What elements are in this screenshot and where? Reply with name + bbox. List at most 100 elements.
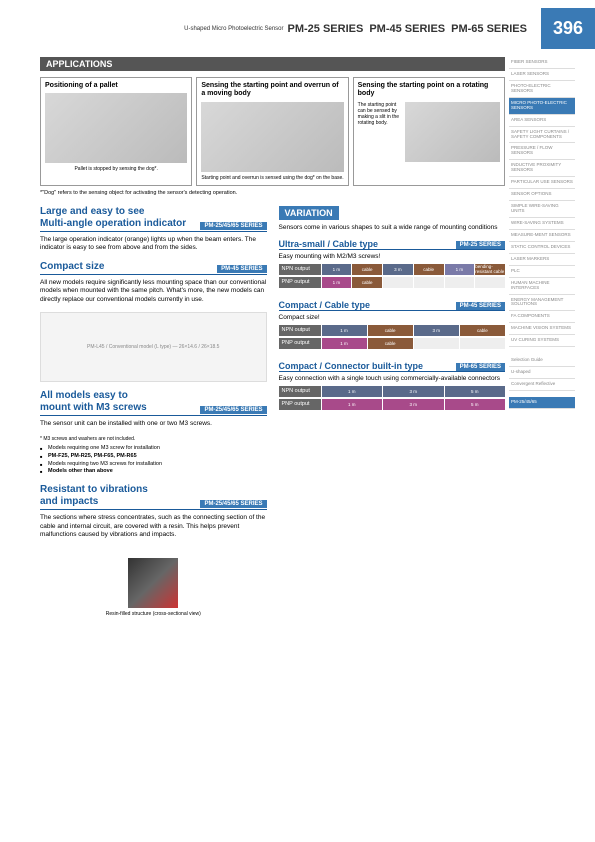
feature-1-text: All new models require significantly les… (40, 279, 267, 304)
app-title-1: Sensing the starting point and overrun o… (201, 82, 343, 99)
product-name: U-shaped Micro Photoelectric Sensor (184, 26, 283, 32)
output-cell: 3 m (383, 399, 444, 410)
sidebar-item-19[interactable]: MACHINE VISION SYSTEMS (509, 323, 575, 335)
right-column: VARIATION Sensors come in various shapes… (279, 206, 506, 628)
output-label: NPN output (279, 386, 321, 397)
var-sub-0: Easy mounting with M2/M3 screws! (279, 253, 506, 260)
app-caption-0: Pallet is stopped by sensing the dog*. (45, 166, 187, 172)
variation-header: VARIATION (279, 206, 339, 220)
sidebar-item-1[interactable]: LASER SENSORS (509, 69, 575, 81)
app-caption-1: Starting point and overrun is sensed usi… (201, 175, 343, 181)
output-cell: cable (414, 264, 444, 275)
applications-footnote: *"Dog" refers to the sensing object for … (40, 190, 505, 196)
sidebar-item-13[interactable]: STATIC CONTROL DEVICES (509, 242, 575, 254)
output-cell: 1 m (322, 338, 367, 349)
feature-1-badge: PM-45 SERIES (217, 265, 266, 273)
feature-1-title: Compact size (40, 261, 104, 273)
output-label: PNP output (279, 399, 321, 410)
app-diagram-1 (201, 102, 343, 172)
app-title-2: Sensing the starting point on a rotating… (358, 82, 500, 99)
output-cell: 1 m (445, 264, 475, 275)
output-cell (460, 338, 505, 349)
output-cell (445, 277, 475, 288)
output-cell: 1 m (322, 325, 367, 336)
variation-intro: Sensors come in various shapes to suit a… (279, 224, 506, 231)
output-row-0-0: NPN output1 mcable3 mcable1 mbending-res… (279, 264, 506, 275)
app-title-0: Positioning of a pallet (45, 82, 187, 90)
feature-0-title: Large and easy to see Multi-angle operat… (40, 206, 186, 230)
output-cell: 1 m (322, 399, 383, 410)
app-box-2: Sensing the starting point on a rotating… (353, 77, 505, 186)
output-cell: 5 m (445, 386, 506, 397)
output-cell: cable (352, 277, 382, 288)
output-cell (475, 277, 505, 288)
sidebar-item-12[interactable]: MEASURE-MENT SENSORS (509, 230, 575, 242)
var-badge-1: PM-45 SERIES (456, 302, 505, 310)
sidebar-item-3[interactable]: MICRO PHOTO-ELECTRIC SENSORS (509, 98, 575, 115)
series-1: PM-45 SERIES (369, 23, 445, 35)
sidebar-item-10[interactable]: SIMPLE WIRE-SAVING UNITS (509, 201, 575, 218)
output-cell: 1 m (322, 277, 352, 288)
var-title-1: Compact / Cable type (279, 300, 371, 310)
output-cell (414, 277, 444, 288)
output-cell: 3 m (383, 386, 444, 397)
feature-2-bullets: Models requiring one M3 screw for instal… (40, 445, 267, 476)
output-cell (383, 277, 413, 288)
app-box-1: Sensing the starting point and overrun o… (196, 77, 348, 186)
page-number: 396 (541, 8, 595, 49)
output-cell: 1 m (322, 264, 352, 275)
sidebar-item-8[interactable]: PARTICULAR USE SENSORS (509, 177, 575, 189)
var-sub-1: Compact size! (279, 314, 506, 321)
output-label: NPN output (279, 325, 321, 336)
app-diagram-0 (45, 93, 187, 163)
sidebar-item-0[interactable]: FIBER SENSORS (509, 57, 575, 69)
series-0: PM-25 SERIES (288, 23, 364, 35)
output-cell: 5 m (445, 399, 506, 410)
var-badge-0: PM-25 SERIES (456, 241, 505, 249)
category-sidebar: FIBER SENSORSLASER SENSORSPHOTO-ELECTRIC… (505, 57, 575, 627)
output-cell: cable (352, 264, 382, 275)
sidebar-item-9[interactable]: SENSOR OPTIONS (509, 189, 575, 201)
output-cell: bending-resistant cable (475, 264, 505, 275)
sidebar-item-7[interactable]: INDUCTIVE PROXIMITY SENSORS (509, 160, 575, 177)
feature-3-title: Resistant to vibrations and impacts (40, 484, 148, 508)
var-sub-2: Easy connection with a single touch usin… (279, 375, 506, 382)
feature-0-badge: PM-25/45/65 SERIES (200, 222, 266, 230)
sidebar-bottom-0: Selection Guide (509, 355, 575, 367)
feature-2-text: The sensor unit can be installed with on… (40, 420, 267, 428)
output-row-0-1: PNP output1 mcable (279, 277, 506, 288)
var-title-0: Ultra-small / Cable type (279, 239, 379, 249)
sidebar-item-6[interactable]: PRESSURE / FLOW SENSORS (509, 143, 575, 160)
sidebar-item-4[interactable]: AREA SENSORS (509, 115, 575, 127)
output-cell (414, 338, 459, 349)
sidebar-item-2[interactable]: PHOTO-ELECTRIC SENSORS (509, 81, 575, 98)
output-cell: 3 m (414, 325, 459, 336)
sidebar-item-15[interactable]: PLC (509, 266, 575, 278)
feature-3-badge: PM-25/45/65 SERIES (200, 500, 266, 508)
output-cell: 3 m (383, 264, 413, 275)
output-cell: 1 m (322, 386, 383, 397)
left-column: Large and easy to see Multi-angle operat… (40, 206, 267, 628)
sidebar-item-5[interactable]: SAFETY LIGHT CURTAINS / SAFETY COMPONENT… (509, 127, 575, 144)
output-row-1-0: NPN output1 mcable3 mcable (279, 325, 506, 336)
feature-0-text: The large operation indicator (orange) l… (40, 236, 267, 253)
app-box-0: Positioning of a pallet Pallet is stoppe… (40, 77, 192, 186)
output-cell: cable (368, 338, 413, 349)
sidebar-item-20[interactable]: UV CURING SYSTEMS (509, 335, 575, 347)
feature-3-text: The sections where stress concentrates, … (40, 514, 267, 539)
page-header: U-shaped Micro Photoelectric Sensor PM-2… (0, 0, 595, 57)
applications-header: APPLICATIONS (40, 57, 505, 71)
output-cell: cable (460, 325, 505, 336)
sidebar-item-14[interactable]: LASER MARKERS (509, 254, 575, 266)
sidebar-item-16[interactable]: HUMAN MACHINE INTERFACES (509, 278, 575, 295)
output-label: PNP output (279, 338, 321, 349)
app-diagram-2 (405, 102, 500, 162)
feature-2-title: All models easy to mount with M3 screws (40, 390, 147, 414)
sidebar-bottom-2: Convergent Reflective (509, 379, 575, 391)
output-row-1-1: PNP output1 mcable (279, 338, 506, 349)
app-desc-2: The starting point can be sensed by maki… (358, 102, 403, 165)
sidebar-item-18[interactable]: FA COMPONENTS (509, 311, 575, 323)
sidebar-item-17[interactable]: ENERGY MANAGEMENT SOLUTIONS (509, 295, 575, 312)
var-badge-2: PM-65 SERIES (456, 363, 505, 371)
sidebar-item-11[interactable]: WIRE-SAVING SYSTEMS (509, 218, 575, 230)
